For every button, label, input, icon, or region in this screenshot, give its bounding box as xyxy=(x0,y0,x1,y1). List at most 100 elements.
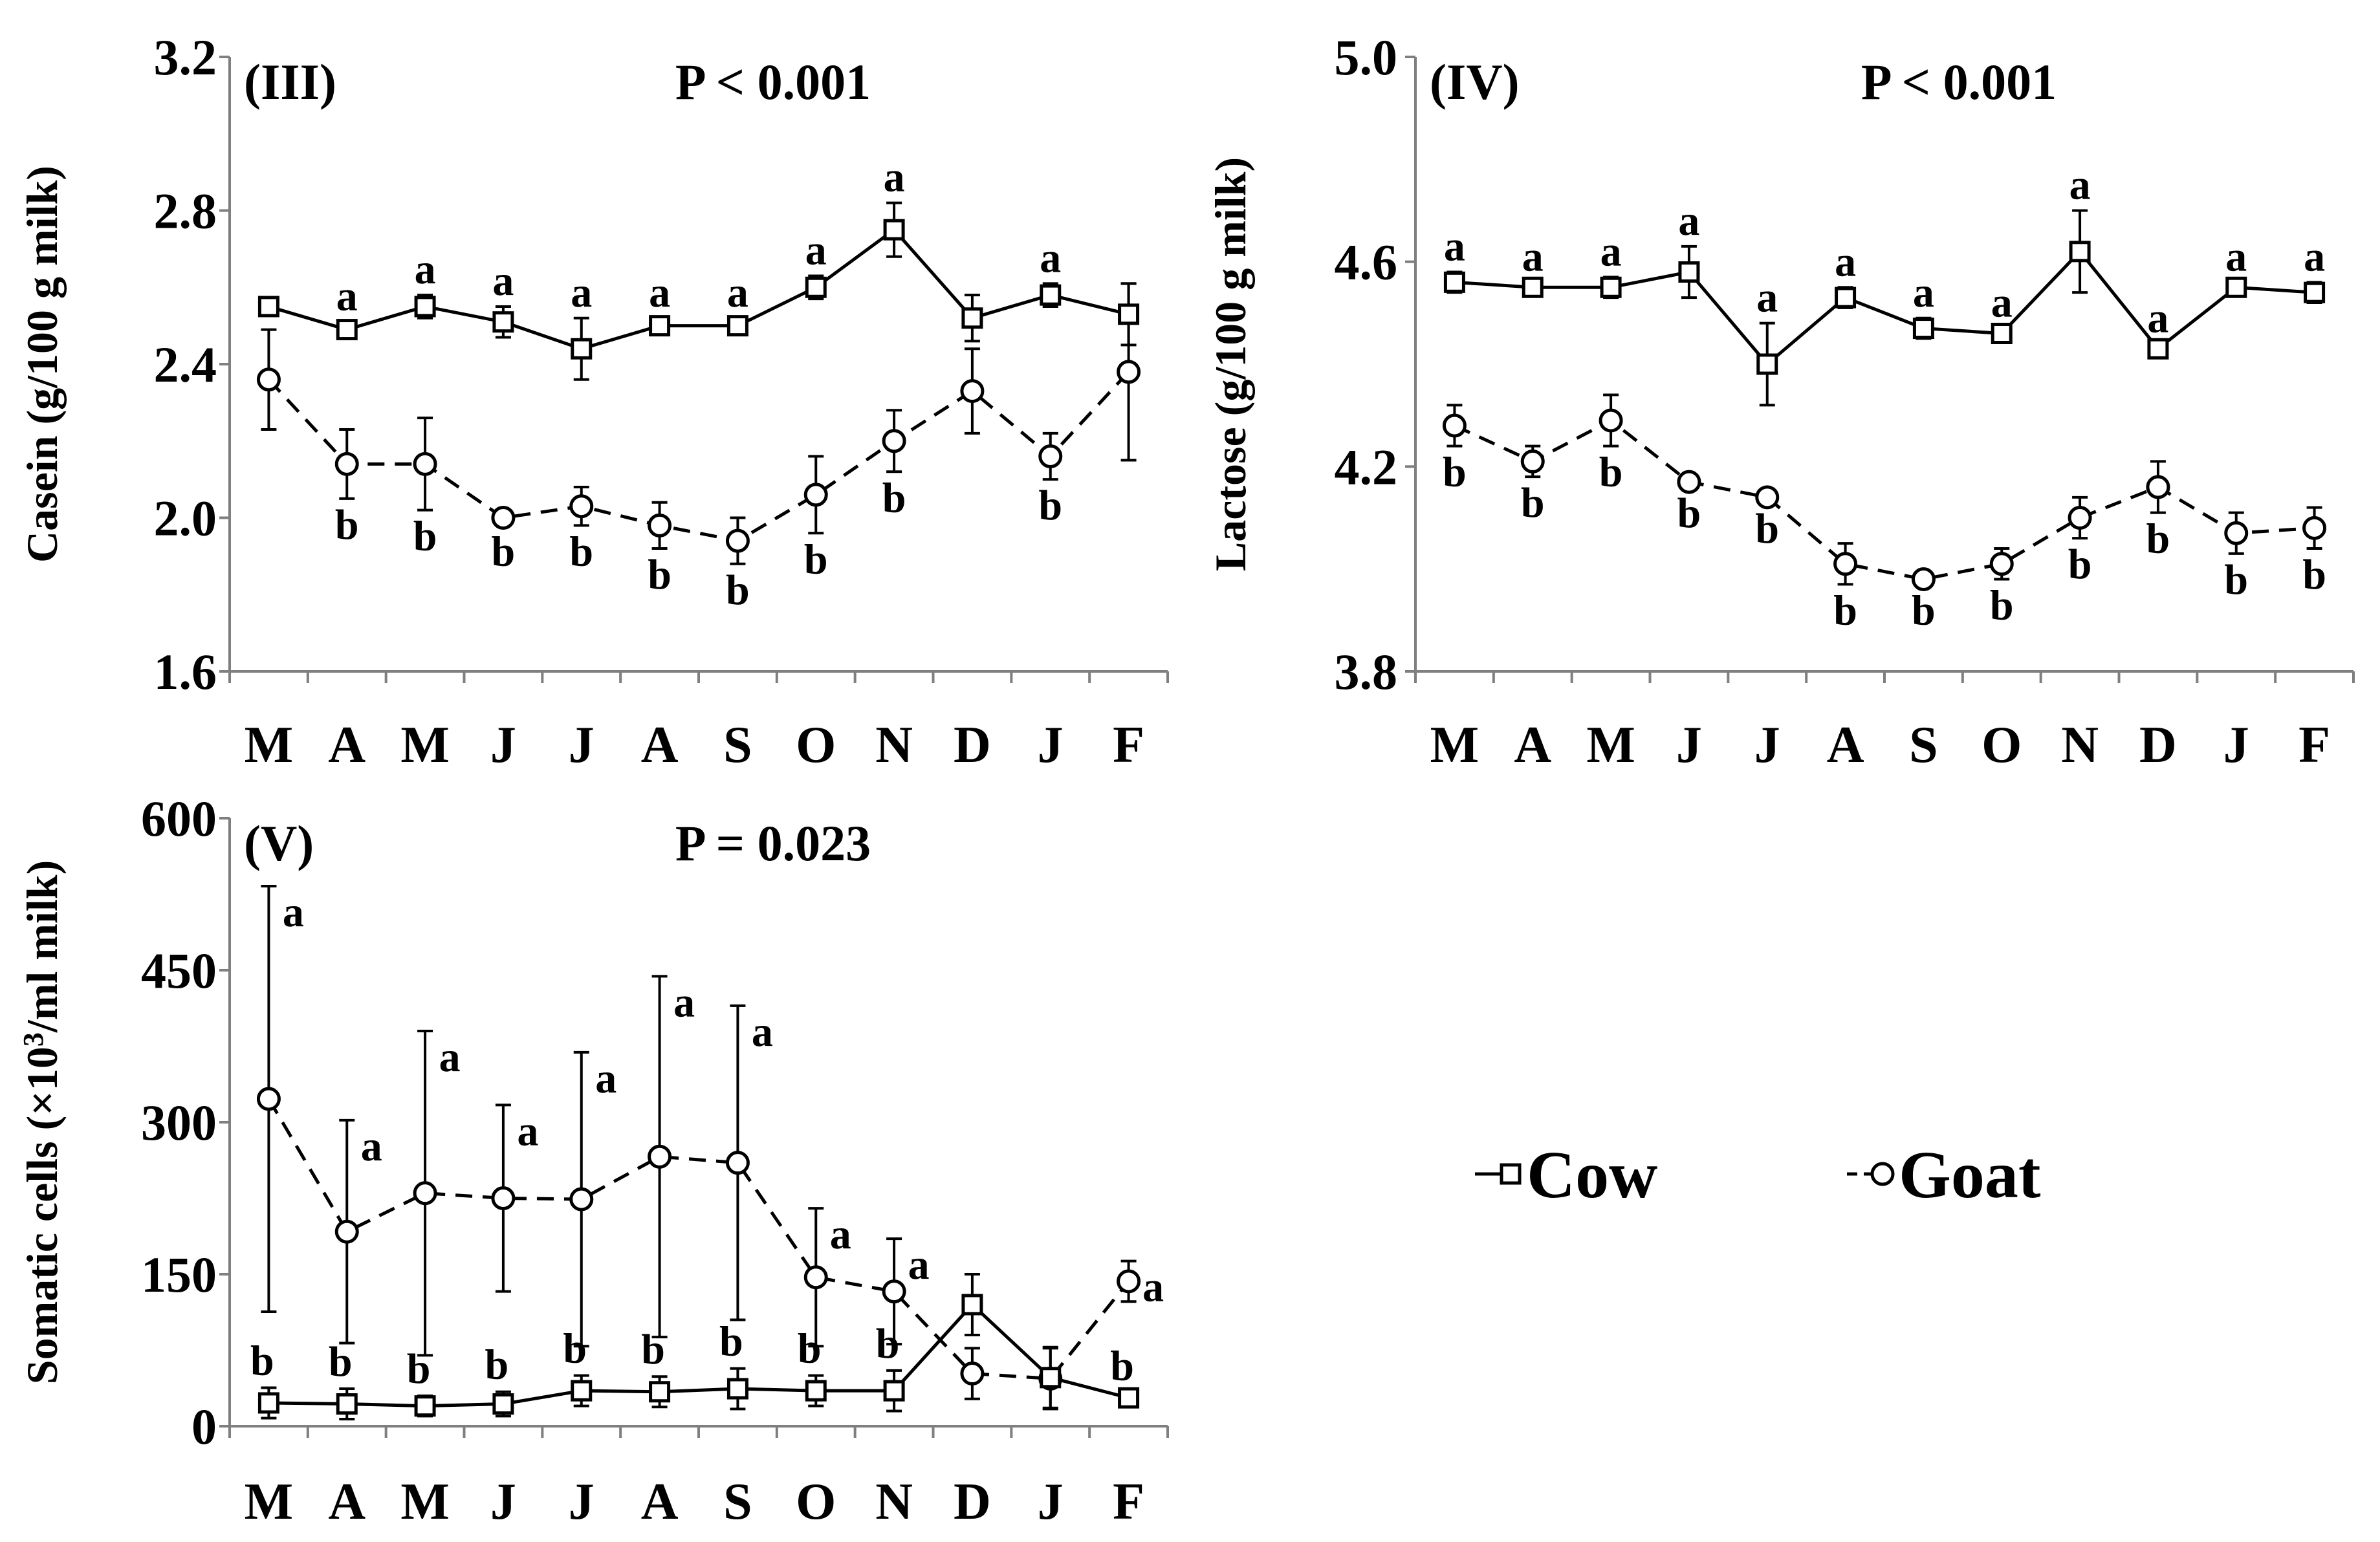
significance-letter: b xyxy=(798,1325,822,1373)
y-tick-label: 2.0 xyxy=(154,490,217,547)
goat-data-point xyxy=(334,1219,359,1244)
significance-letter: b xyxy=(407,1345,431,1393)
x-tick-label: M xyxy=(400,1473,450,1530)
y-tick-label: 4.6 xyxy=(1335,234,1398,290)
cow-series-line xyxy=(1454,249,2315,367)
legend-goat-label: Goat xyxy=(1899,1138,2041,1212)
x-tick-label: A xyxy=(1827,717,1864,774)
goat-data-point xyxy=(1520,449,1545,473)
significance-letter: a xyxy=(517,1107,538,1155)
y-axis-label-end: /ml milk) xyxy=(17,860,67,1033)
significance-letter: b xyxy=(1755,505,1779,552)
goat-data-point xyxy=(491,1186,516,1210)
significance-letter: b xyxy=(1833,587,1857,634)
significance-letter: b xyxy=(569,528,593,575)
goat-data-point xyxy=(569,494,594,519)
significance-letter: a xyxy=(752,1008,773,1056)
significance-letter: a xyxy=(908,1241,930,1288)
goat-data-point xyxy=(1989,552,2014,576)
cow-data-point xyxy=(336,319,358,341)
significance-letter: b xyxy=(726,567,750,614)
x-tick-label: S xyxy=(723,1473,752,1530)
significance-letter: b xyxy=(2224,556,2248,603)
x-tick-label: A xyxy=(1514,717,1551,774)
significance-letter: a xyxy=(1678,197,1699,244)
significance-letter: b xyxy=(1110,1342,1134,1389)
x-tick-label: O xyxy=(796,717,836,774)
goat-data-point xyxy=(725,528,750,553)
x-tick-label: J xyxy=(1038,717,1064,774)
significance-letter: a xyxy=(673,979,695,1026)
significance-letter: b xyxy=(1912,587,1936,634)
x-tick-label: F xyxy=(1113,717,1144,774)
significance-letter: a xyxy=(727,269,748,316)
significance-letter: b xyxy=(485,1341,509,1389)
x-tick-label: A xyxy=(328,717,366,774)
goat-data-point xyxy=(1442,413,1467,438)
significance-letter: a xyxy=(1142,1264,1164,1311)
goat-data-point xyxy=(2068,506,2092,530)
x-tick-label: J xyxy=(2223,717,2249,774)
cow-data-point xyxy=(2069,241,2091,263)
cow-data-point xyxy=(414,296,436,318)
goat-data-point xyxy=(491,506,516,530)
legend-cow-label: Cow xyxy=(1527,1138,1657,1212)
significance-letter: b xyxy=(563,1325,587,1373)
y-tick-label: 150 xyxy=(141,1246,217,1303)
significance-letter: b xyxy=(250,1337,274,1384)
x-tick-label: N xyxy=(2061,717,2099,774)
x-tick-label: D xyxy=(954,717,991,774)
x-tick-label: F xyxy=(1113,1473,1144,1530)
cow-data-point xyxy=(1040,284,1062,306)
goat-data-point xyxy=(648,1144,672,1169)
x-tick-label: D xyxy=(2139,717,2177,774)
goat-data-point xyxy=(648,513,672,538)
x-tick-label: O xyxy=(796,1473,836,1530)
goat-data-point xyxy=(256,1087,281,1111)
significance-letter: a xyxy=(649,269,670,316)
significance-letter: b xyxy=(1038,482,1062,529)
y-axis-label: Somatic cells (×103/ml milk) xyxy=(17,860,67,1385)
significance-letter: a xyxy=(1835,238,1856,285)
cow-data-point xyxy=(2225,276,2247,298)
goat-data-point xyxy=(882,1279,906,1304)
cow-data-point xyxy=(257,1392,279,1414)
x-tick-label: M xyxy=(245,717,294,774)
y-tick-label: 600 xyxy=(141,790,217,847)
cow-data-point xyxy=(961,307,983,329)
significance-letter: a xyxy=(1913,269,1934,316)
p-value: P = 0.023 xyxy=(675,815,871,871)
significance-letter: a xyxy=(571,269,592,316)
cow-data-point xyxy=(726,1378,748,1400)
goat-data-point xyxy=(1755,485,1780,510)
y-tick-label: 1.6 xyxy=(154,644,217,700)
y-axis-label: Lactose (g/100 g milk) xyxy=(1206,157,1255,571)
significance-letter: a xyxy=(361,1123,382,1170)
cow-data-point xyxy=(492,1393,514,1415)
significance-letter: a xyxy=(2225,233,2247,280)
goat-data-point xyxy=(1599,408,1623,433)
goat-data-point xyxy=(256,367,281,392)
y-tick-label: 4.2 xyxy=(1335,439,1398,495)
y-tick-label: 300 xyxy=(141,1094,217,1151)
y-tick-label: 2.8 xyxy=(154,183,217,239)
goat-series-line xyxy=(267,1098,1130,1380)
goat-data-point xyxy=(1911,567,1936,591)
goat-data-point xyxy=(2224,521,2249,545)
cow-data-point xyxy=(1118,303,1140,325)
cow-series-line xyxy=(268,1302,1130,1408)
cow-data-point xyxy=(492,311,514,333)
goat-data-point xyxy=(803,1265,828,1290)
y-tick-label: 450 xyxy=(141,942,217,999)
goat-data-point xyxy=(725,1151,750,1175)
significance-letter: b xyxy=(1443,449,1467,496)
x-tick-label: S xyxy=(1909,717,1938,774)
significance-letter: a xyxy=(2069,162,2091,209)
x-tick-label: F xyxy=(2298,717,2330,774)
x-tick-label: A xyxy=(641,717,679,774)
cow-data-point xyxy=(2147,338,2169,360)
